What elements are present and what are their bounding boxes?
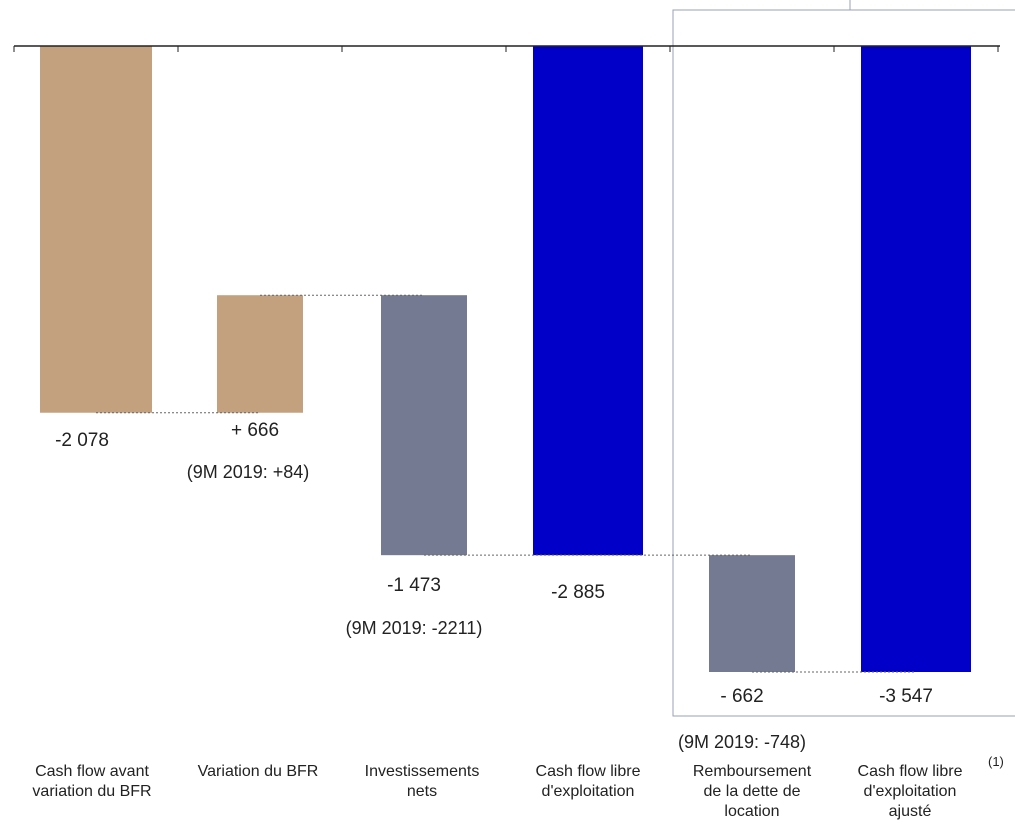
bar-5 [861, 46, 971, 672]
reference-label-2: (9M 2019: -2211) [345, 618, 483, 638]
value-label-0: -2 078 [55, 430, 109, 451]
value-label-5: -3 547 [879, 686, 933, 707]
bar-2 [381, 295, 467, 556]
bar-4 [709, 555, 795, 672]
category-label-0: Cash flow avant variation du BFR [32, 763, 152, 800]
bar-3 [533, 46, 643, 556]
value-label-1: + 666 [230, 420, 280, 441]
category-label-4: Remboursement de la dette de location [692, 763, 812, 820]
highlight-box [672, 9, 1015, 717]
bar-0 [40, 46, 152, 413]
category-label-5: Cash flow libre d'exploitation ajusté [857, 763, 963, 820]
category-label-1: Variation du BFR [197, 763, 319, 780]
category-label-3: Cash flow libre d'exploitation [535, 763, 641, 800]
value-label-2: -1 473 [387, 575, 441, 596]
bar-1 [217, 295, 303, 413]
category-label-2: Investissements nets [364, 763, 480, 800]
value-label-4: - 662 [720, 686, 764, 707]
value-label-3: -2 885 [551, 582, 605, 603]
footnote-marker: (1) [988, 754, 1004, 769]
reference-label-1: (9M 2019: +84) [186, 462, 310, 482]
reference-label-4: (9M 2019: -748) [677, 732, 807, 752]
